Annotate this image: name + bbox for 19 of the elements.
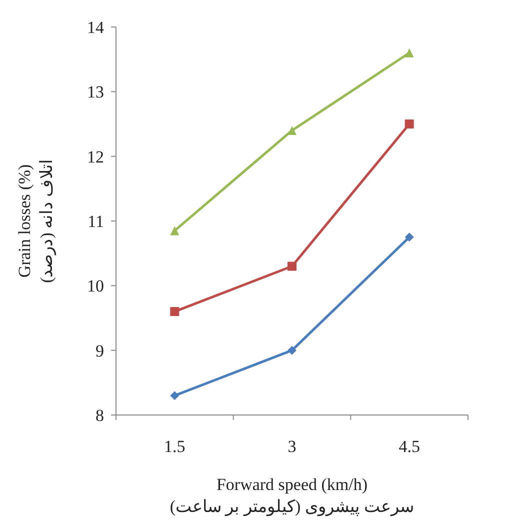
y-tick-label: 10 [87, 276, 104, 296]
point [404, 120, 414, 128]
point [404, 48, 414, 58]
x-tick-label: 4.5 [398, 437, 420, 456]
y-tick-label: 13 [87, 82, 104, 102]
y-tick-label: 8 [96, 406, 104, 425]
point [404, 232, 414, 242]
point [288, 262, 296, 271]
x-tick-label: 3 [288, 437, 296, 456]
y-tick-label: 9 [96, 341, 104, 360]
y-tick-label: 14 [87, 18, 104, 37]
y-tick-label: 12 [87, 147, 104, 166]
point [288, 126, 296, 135]
point [170, 307, 180, 316]
y-tick-label: 11 [88, 212, 104, 231]
x-tick-label: 1.5 [164, 437, 186, 456]
point [170, 226, 180, 236]
point [288, 346, 296, 355]
point [170, 391, 180, 400]
